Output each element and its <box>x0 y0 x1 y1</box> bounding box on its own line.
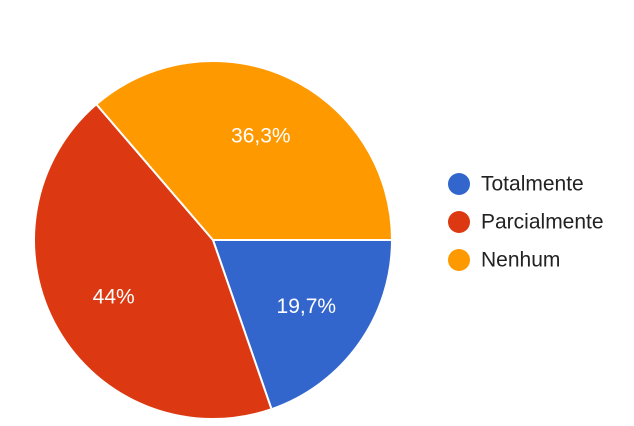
legend-label-nenhum[interactable]: Nenhum <box>481 249 560 272</box>
legend-marker-parcialmente <box>448 211 470 233</box>
pie-slice-parcialmente[interactable] <box>33 103 273 420</box>
legend-marker-nenhum <box>448 249 470 271</box>
slice-label-totalmente: 19,7% <box>277 295 337 318</box>
legend: Totalmente Parcialmente Nenhum <box>448 173 604 272</box>
legend-label-totalmente[interactable]: Totalmente <box>481 173 584 196</box>
pie-slice-nenhum[interactable] <box>95 60 393 241</box>
slice-label-nenhum: 36,3% <box>231 124 291 147</box>
legend-marker-totalmente <box>448 173 470 195</box>
pie-slice-labels: 19,7% 44% 36,3% <box>93 124 336 318</box>
slice-label-parcialmente: 44% <box>93 286 135 309</box>
pie-slices <box>33 60 393 420</box>
legend-label-parcialmente[interactable]: Parcialmente <box>481 211 604 234</box>
